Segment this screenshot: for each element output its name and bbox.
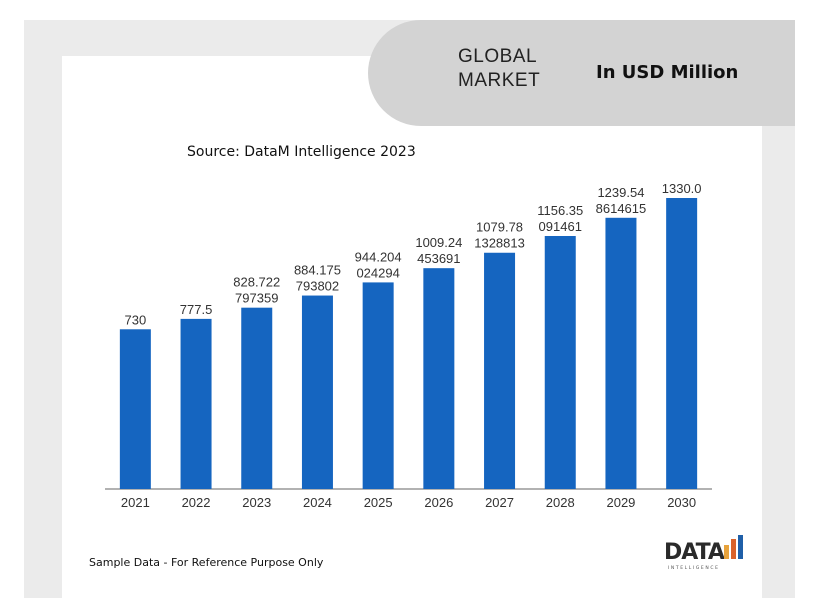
x-tick-2025: 2025 [364, 495, 393, 510]
x-tick-2022: 2022 [182, 495, 211, 510]
chart-card [62, 56, 762, 598]
data-label-2027-line1: 1079.78 [476, 220, 523, 235]
data-label-2023-line2: 797359 [235, 291, 278, 306]
data-label-2027-line2: 1328813 [474, 236, 525, 251]
x-tick-2024: 2024 [303, 495, 332, 510]
bar-2021 [119, 329, 151, 489]
logo-bar-3 [738, 535, 743, 559]
data-label-2021-line1: 730 [124, 312, 146, 327]
data-label-2025-line1: 944.204 [355, 249, 402, 264]
x-tick-2023: 2023 [242, 495, 271, 510]
unit-label: In USD Million [596, 62, 739, 83]
data-label-2023-line1: 828.722 [233, 275, 280, 290]
data-label-2026-line2: 453691 [417, 251, 460, 266]
bar-2024 [301, 295, 333, 489]
x-tick-2021: 2021 [121, 495, 150, 510]
banner-title-line2: MARKET [458, 70, 541, 91]
bar-2023 [241, 307, 273, 489]
x-tick-2030: 2030 [667, 495, 696, 510]
data-label-2026-line1: 1009.24 [415, 235, 462, 250]
banner-title: GLOBAL MARKET [458, 45, 568, 93]
banner-title-line1: GLOBAL [458, 46, 538, 67]
bar-2025 [362, 282, 394, 489]
data-label-2025-line2: 024294 [356, 265, 399, 280]
data-label-2022-line1: 777.5 [180, 302, 213, 317]
x-tick-2026: 2026 [424, 495, 453, 510]
bar-2026 [423, 268, 455, 489]
bar-2030 [666, 198, 698, 489]
data-label-2024-line2: 793802 [296, 279, 339, 294]
logo-subtext: INTELLIGENCE [668, 565, 720, 571]
data-label-2028-line1: 1156.35 [537, 203, 583, 218]
bar-2027 [484, 252, 516, 489]
x-tick-2029: 2029 [606, 495, 635, 510]
data-label-2029-line2: 8614615 [596, 201, 647, 216]
data-label-2024-line1: 884.175 [294, 263, 341, 278]
bar-2028 [544, 235, 576, 489]
title-banner [368, 20, 795, 126]
logo-bar-1 [724, 545, 729, 559]
data-label-2030-line1: 1330.0 [662, 181, 702, 196]
logo-bar-2 [731, 539, 736, 559]
bar-2022 [180, 318, 212, 489]
data-label-2029-line1: 1239.54 [597, 185, 644, 200]
bar-2029 [605, 217, 637, 489]
datam-logo: DATA INTELLIGENCE [664, 535, 743, 571]
logo-text: DATA [664, 540, 725, 565]
source-note: Source: DataM Intelligence 2023 [187, 144, 416, 160]
data-label-2028-line2: 091461 [539, 219, 582, 234]
x-tick-2028: 2028 [546, 495, 575, 510]
x-tick-2027: 2027 [485, 495, 514, 510]
footer-note: Sample Data - For Reference Purpose Only [89, 556, 324, 569]
